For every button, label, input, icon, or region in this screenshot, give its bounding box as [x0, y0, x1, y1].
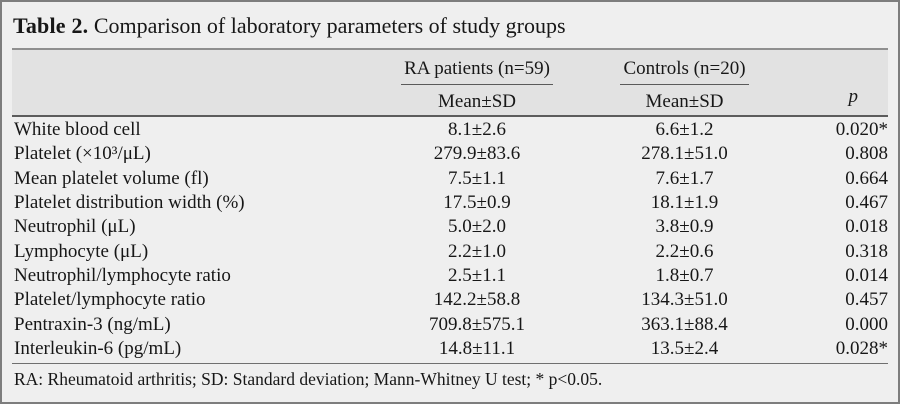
table-header: RA patients (n=59) Mean±SD Controls (n=2… [12, 50, 888, 117]
table-row: Platelet/lymphocyte ratio 142.2±58.8 134… [12, 288, 888, 312]
ra-value: 14.8±11.1 [438, 337, 516, 359]
table-caption: Table 2. Comparison of laboratory parame… [2, 2, 898, 48]
header-p-column: p [848, 86, 859, 107]
header-spacer [12, 50, 377, 115]
row-label: Platelet distribution width (%) [14, 192, 245, 214]
group-header-controls: Controls (n=20) [620, 58, 749, 85]
p-value: 0.014 [845, 264, 888, 286]
table-row: Platelet distribution width (%) 17.5±0.9… [12, 191, 888, 215]
table-row: Platelet (×10³/μL) 279.9±83.6 278.1±51.0… [12, 142, 888, 166]
control-value: 3.8±0.9 [655, 216, 714, 238]
header-group-controls: Controls (n=20) Mean±SD [577, 50, 792, 115]
table-rows: White blood cell 8.1±2.6 6.6±1.2 0.020* … [12, 117, 888, 361]
table-title: Comparison of laboratory parameters of s… [88, 13, 566, 38]
table-row: Lymphocyte (μL) 2.2±1.0 2.2±0.6 0.318 [12, 239, 888, 263]
p-value: 0.018 [845, 216, 888, 238]
row-label: Mean platelet volume (fl) [14, 167, 209, 189]
table-row: Pentraxin-3 (ng/mL) 709.8±575.1 363.1±88… [12, 312, 888, 336]
ra-value: 5.0±2.0 [448, 216, 506, 238]
control-value: 13.5±2.4 [650, 337, 719, 359]
row-label: White blood cell [14, 119, 141, 141]
ra-value: 279.9±83.6 [433, 143, 521, 165]
row-label: Interleukin-6 (pg/mL) [14, 337, 182, 359]
ra-value: 7.5±1.1 [448, 167, 506, 189]
control-value: 1.8±0.7 [655, 264, 714, 286]
table-row: Interleukin-6 (pg/mL) 14.8±11.1 13.5±2.4… [12, 337, 888, 361]
table-body-wrap: RA patients (n=59) Mean±SD Controls (n=2… [12, 48, 888, 361]
control-value: 134.3±51.0 [641, 289, 728, 311]
control-value: 363.1±88.4 [641, 313, 728, 335]
p-value: 0.664 [845, 167, 888, 189]
p-value: 0.318 [845, 240, 888, 262]
table-number: Table 2. [13, 13, 89, 38]
row-label: Lymphocyte (μL) [14, 240, 149, 262]
control-value: 7.6±1.7 [655, 167, 714, 189]
top-rule [12, 48, 888, 50]
control-value: 18.1±1.9 [650, 192, 719, 214]
ra-value: 17.5±0.9 [443, 192, 511, 214]
table-row: Neutrophil (μL) 5.0±2.0 3.8±0.9 0.018 [12, 215, 888, 239]
p-value: 0.808 [845, 143, 888, 165]
ra-value: 8.1±2.6 [448, 119, 506, 141]
control-value: 2.2±0.6 [655, 240, 714, 262]
subheader-mean-sd-controls: Mean±SD [645, 91, 724, 112]
row-label: Platelet (×10³/μL) [14, 143, 151, 165]
p-value: 0.467 [845, 192, 888, 214]
p-value: 0.020* [835, 119, 888, 141]
row-label: Neutrophil/lymphocyte ratio [14, 264, 231, 286]
ra-value: 2.2±1.0 [448, 240, 506, 262]
ra-value: 709.8±575.1 [429, 313, 525, 335]
row-label: Platelet/lymphocyte ratio [14, 289, 206, 311]
table-row: White blood cell 8.1±2.6 6.6±1.2 0.020* [12, 118, 888, 142]
table-row: Neutrophil/lymphocyte ratio 2.5±1.1 1.8±… [12, 264, 888, 288]
p-value: 0.457 [845, 289, 888, 311]
subheader-mean-sd-ra: Mean±SD [438, 91, 516, 112]
ra-value: 2.5±1.1 [448, 264, 506, 286]
p-value: 0.000 [845, 313, 888, 335]
row-label: Neutrophil (μL) [14, 216, 136, 238]
control-value: 6.6±1.2 [655, 119, 714, 141]
table-footer: RA: Rheumatoid arthritis; SD: Standard d… [12, 362, 888, 390]
header-group-ra: RA patients (n=59) Mean±SD [377, 50, 577, 115]
group-header-ra-patients: RA patients (n=59) [401, 58, 553, 85]
footnote: RA: Rheumatoid arthritis; SD: Standard d… [14, 368, 603, 389]
p-value: 0.028* [835, 337, 888, 359]
table-row: Mean platelet volume (fl) 7.5±1.1 7.6±1.… [12, 167, 888, 191]
row-label: Pentraxin-3 (ng/mL) [14, 313, 171, 335]
ra-value: 142.2±58.8 [433, 289, 521, 311]
control-value: 278.1±51.0 [641, 143, 728, 165]
